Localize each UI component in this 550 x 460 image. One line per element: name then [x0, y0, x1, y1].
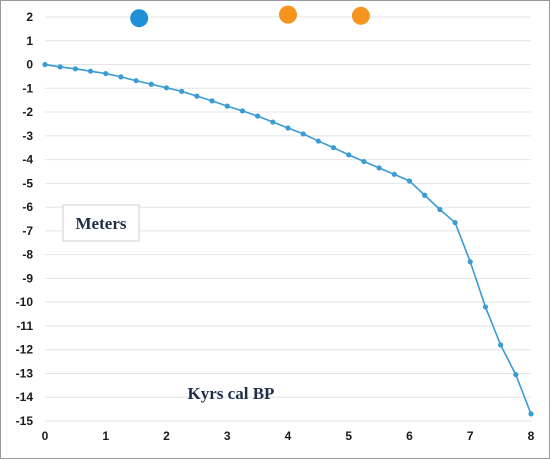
- y-tick-label: -2: [22, 105, 33, 119]
- data-point: [452, 219, 458, 226]
- data-point: [391, 171, 397, 177]
- data-point: [118, 74, 124, 80]
- data-point: [194, 93, 200, 99]
- data-point: [513, 372, 519, 378]
- y-tick-label: -11: [16, 319, 33, 333]
- y-tick-label: -8: [22, 248, 33, 262]
- y-tick-label: -12: [16, 343, 34, 357]
- y-tick-label: 2: [26, 10, 33, 24]
- data-point: [482, 304, 489, 310]
- y-axis-label: Meters: [76, 214, 127, 233]
- y-tick-label: 0: [26, 58, 33, 72]
- data-point: [42, 61, 48, 68]
- data-point: [239, 108, 246, 114]
- x-tick-label: 6: [406, 429, 413, 443]
- data-point: [300, 131, 306, 137]
- marker-dot: [351, 6, 370, 25]
- data-point: [148, 81, 154, 87]
- y-tick-label: 1: [26, 34, 33, 48]
- y-tick-label: -9: [22, 271, 33, 285]
- y-tick-label: -14: [16, 390, 34, 404]
- data-point: [315, 138, 321, 144]
- x-tick-label: 0: [42, 429, 49, 443]
- x-tick-label: 2: [163, 429, 170, 443]
- y-tick-label: -13: [16, 366, 34, 380]
- x-tick-label: 4: [285, 429, 292, 443]
- y-tick-label: -6: [22, 200, 33, 214]
- x-tick-label: 8: [528, 429, 535, 443]
- data-point: [498, 342, 504, 348]
- x-tick-label: 7: [467, 429, 474, 443]
- y-tick-label: -10: [16, 295, 34, 309]
- data-point: [285, 125, 291, 131]
- data-point: [103, 70, 109, 77]
- y-tick-label: -5: [22, 176, 33, 190]
- data-point: [270, 119, 276, 125]
- x-axis-label: Kyrs cal BP: [188, 384, 275, 403]
- data-point: [57, 64, 63, 70]
- data-point: [163, 85, 170, 91]
- x-tick-label: 1: [102, 429, 109, 443]
- data-point: [467, 259, 473, 265]
- data-point: [209, 98, 215, 104]
- data-point: [406, 178, 413, 184]
- y-label-box: [62, 204, 140, 242]
- data-point: [376, 165, 382, 171]
- data-point: [422, 192, 428, 198]
- x-tick-label: 3: [224, 429, 231, 443]
- y-tick-label: -3: [22, 129, 33, 143]
- data-point: [224, 103, 230, 109]
- y-tick-label: -7: [22, 224, 33, 238]
- data-point: [87, 68, 94, 74]
- y-tick-label: -15: [16, 414, 34, 428]
- y-tick-label: -4: [22, 153, 33, 167]
- data-point: [133, 78, 139, 84]
- data-point: [346, 152, 352, 158]
- data-point: [255, 113, 261, 119]
- data-point: [361, 158, 367, 165]
- marker-dot: [130, 9, 149, 28]
- marker-dot: [279, 5, 297, 24]
- data-point: [330, 145, 337, 151]
- data-point: [437, 206, 443, 213]
- data-point: [528, 411, 534, 417]
- data-point: [179, 88, 185, 94]
- x-tick-label: 5: [345, 429, 352, 443]
- data-point: [72, 66, 78, 72]
- y-tick-label: -1: [22, 81, 33, 95]
